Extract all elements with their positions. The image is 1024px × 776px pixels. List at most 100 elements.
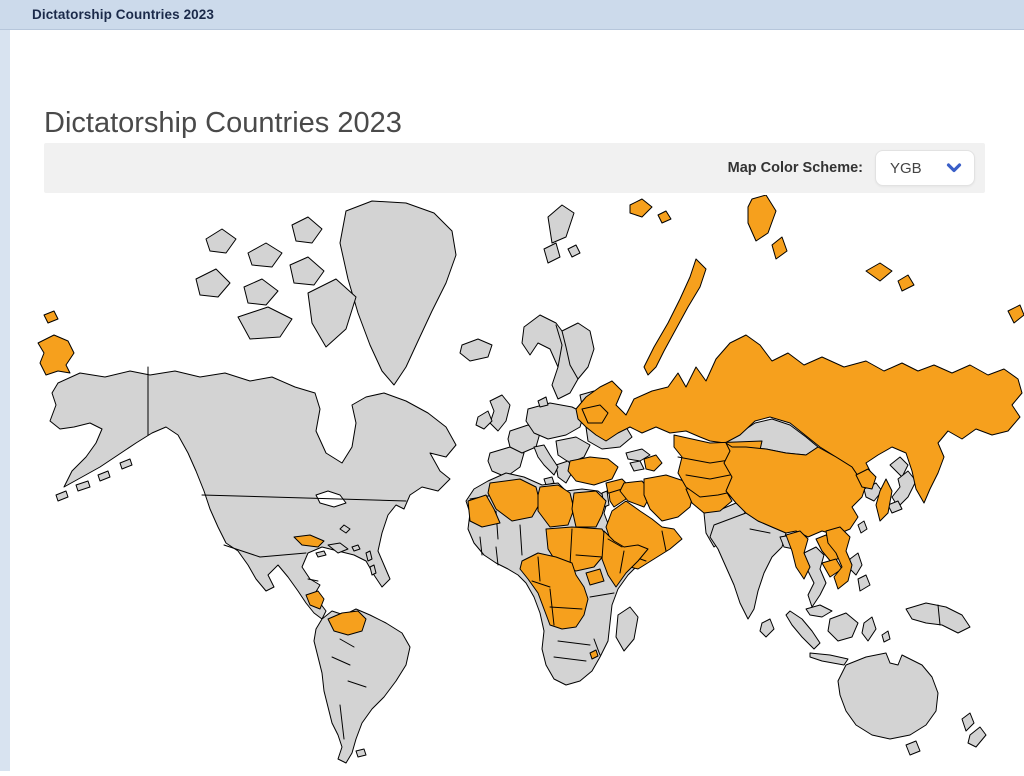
map-country-finland[interactable]: [561, 322, 595, 380]
map-country-western-sahara-mauritania[interactable]: [467, 494, 501, 528]
map-country-falkland-islands[interactable]: [355, 748, 367, 758]
map-country-svalbard[interactable]: [567, 244, 581, 258]
map-country-japan[interactable]: [887, 500, 903, 514]
map-country-ireland[interactable]: [475, 410, 493, 430]
map-country-horn-of-africa[interactable]: [601, 530, 649, 588]
map-country-madagascar[interactable]: [615, 606, 639, 652]
map-country-aleutian-islands[interactable]: [119, 458, 133, 470]
map-country-tasmania[interactable]: [905, 740, 921, 756]
chevron-down-icon: [946, 163, 962, 173]
border-line-africa-5: [519, 524, 523, 556]
border-line-us-mexico: [223, 544, 307, 558]
map-country-russia-franz-josef[interactable]: [629, 198, 653, 218]
map-country-aleutian-islands[interactable]: [75, 480, 91, 492]
map-country-russia-wrangel[interactable]: [1007, 304, 1024, 324]
map-country-russia[interactable]: [575, 334, 1023, 504]
map-country-java[interactable]: [809, 652, 849, 666]
border-line-ethiopia-somalia: [619, 550, 625, 574]
map-country-victoria-island[interactable]: [237, 306, 293, 340]
map-country-venezuela[interactable]: [327, 610, 367, 636]
map-country-lesser-antilles[interactable]: [369, 564, 377, 576]
page-left-border: [0, 30, 10, 771]
map-country-north-america[interactable]: [49, 370, 457, 620]
map-country-russia-severnaya-zemlya[interactable]: [771, 236, 788, 260]
map-country-cuba[interactable]: [293, 534, 325, 548]
border-line-africa-3: [479, 536, 483, 556]
map-country-malaysia[interactable]: [805, 604, 833, 618]
color-scheme-label: Map Color Scheme:: [727, 160, 863, 176]
map-country-arctic-island[interactable]: [291, 216, 323, 244]
map-country-new-guinea[interactable]: [905, 602, 971, 634]
map-country-sumatra[interactable]: [785, 610, 821, 650]
map-country-balkans[interactable]: [555, 436, 591, 464]
map-country-aleutian-islands[interactable]: [97, 470, 111, 482]
map-country-russia-new-siberian[interactable]: [897, 274, 915, 292]
map-country-turkey[interactable]: [567, 456, 619, 486]
map-country-new-zealand[interactable]: [967, 726, 987, 748]
map-country-belarus[interactable]: [581, 404, 609, 424]
map-country-baffin-island[interactable]: [307, 278, 357, 348]
map-country-arctic-island[interactable]: [205, 228, 237, 254]
map-country-russia-chukotka[interactable]: [43, 310, 59, 324]
map-country-azerbaijan[interactable]: [643, 454, 663, 472]
map-country-philippines[interactable]: [857, 574, 871, 592]
map-country-sulawesi[interactable]: [861, 616, 877, 642]
map-country-algeria[interactable]: [487, 478, 541, 522]
map-country-united-kingdom[interactable]: [489, 394, 511, 432]
map-country-iceland[interactable]: [459, 338, 493, 362]
map-country-russia-new-siberian[interactable]: [865, 262, 893, 282]
map-country-russia-novaya-zemlya[interactable]: [643, 258, 707, 376]
border-line-sa-3: [347, 680, 367, 688]
border-line-oman: [661, 530, 667, 552]
map-country-bahamas[interactable]: [339, 524, 351, 534]
map-country-svalbard[interactable]: [547, 204, 575, 244]
map-country-arctic-island[interactable]: [243, 278, 279, 306]
map-country-thailand[interactable]: [803, 546, 827, 608]
map-country-central-africa[interactable]: [519, 552, 589, 630]
border-line-sa-4: [339, 704, 345, 740]
map-country-borneo[interactable]: [827, 612, 859, 642]
map-country-denmark[interactable]: [537, 396, 549, 408]
map-country-arctic-island[interactable]: [195, 268, 231, 298]
window-title-bar: Dictatorship Countries 2023: [0, 0, 1024, 30]
map-country-greenland[interactable]: [339, 200, 457, 386]
map-country-vietnam[interactable]: [825, 526, 853, 590]
map-country-australia[interactable]: [837, 652, 939, 740]
map-country-libya[interactable]: [537, 484, 575, 528]
map-country-new-zealand[interactable]: [961, 712, 975, 732]
color-scheme-dropdown[interactable]: YGB: [875, 150, 975, 186]
map-country-arctic-island[interactable]: [247, 242, 283, 268]
map-country-uganda[interactable]: [585, 568, 605, 586]
map-country-russia-sakhalin[interactable]: [875, 478, 893, 522]
map-country-aleutian-islands[interactable]: [55, 490, 69, 502]
map-country-jamaica[interactable]: [315, 550, 327, 558]
map-country-china[interactable]: [723, 442, 867, 538]
map-country-iran[interactable]: [643, 474, 695, 522]
map-country-myanmar[interactable]: [785, 530, 811, 580]
map-country-moluccas[interactable]: [881, 630, 891, 643]
map-country-nicaragua[interactable]: [305, 590, 325, 610]
border-line-africa-8: [553, 656, 587, 662]
map-country-armenia[interactable]: [629, 460, 645, 472]
map-country-russia-chukotka[interactable]: [37, 334, 75, 376]
map-country-hispaniola[interactable]: [327, 542, 349, 554]
border-line-sa-1: [339, 638, 355, 648]
map-country-russia-franz-josef[interactable]: [657, 210, 672, 224]
map-country-egypt[interactable]: [571, 490, 607, 528]
map-country-lesser-antilles[interactable]: [365, 550, 373, 562]
map-country-japan[interactable]: [891, 470, 917, 508]
map-country-central-europe[interactable]: [525, 402, 585, 440]
map-country-india[interactable]: [709, 512, 787, 620]
map-country-russia-severnaya-zemlya[interactable]: [747, 194, 777, 242]
map-country-svalbard[interactable]: [543, 242, 561, 264]
map-country-italy[interactable]: [533, 444, 559, 476]
map-country-sri-lanka[interactable]: [759, 618, 775, 638]
map-country-north-korea[interactable]: [855, 468, 877, 490]
map-country-puerto-rico[interactable]: [351, 544, 361, 552]
map-country-eswatini[interactable]: [589, 649, 599, 660]
map-country-georgia[interactable]: [625, 448, 651, 462]
map-country-japan[interactable]: [889, 456, 909, 478]
border-line-new-guinea: [937, 604, 941, 626]
map-country-arctic-island[interactable]: [289, 256, 325, 286]
map-country-taiwan[interactable]: [857, 520, 868, 534]
